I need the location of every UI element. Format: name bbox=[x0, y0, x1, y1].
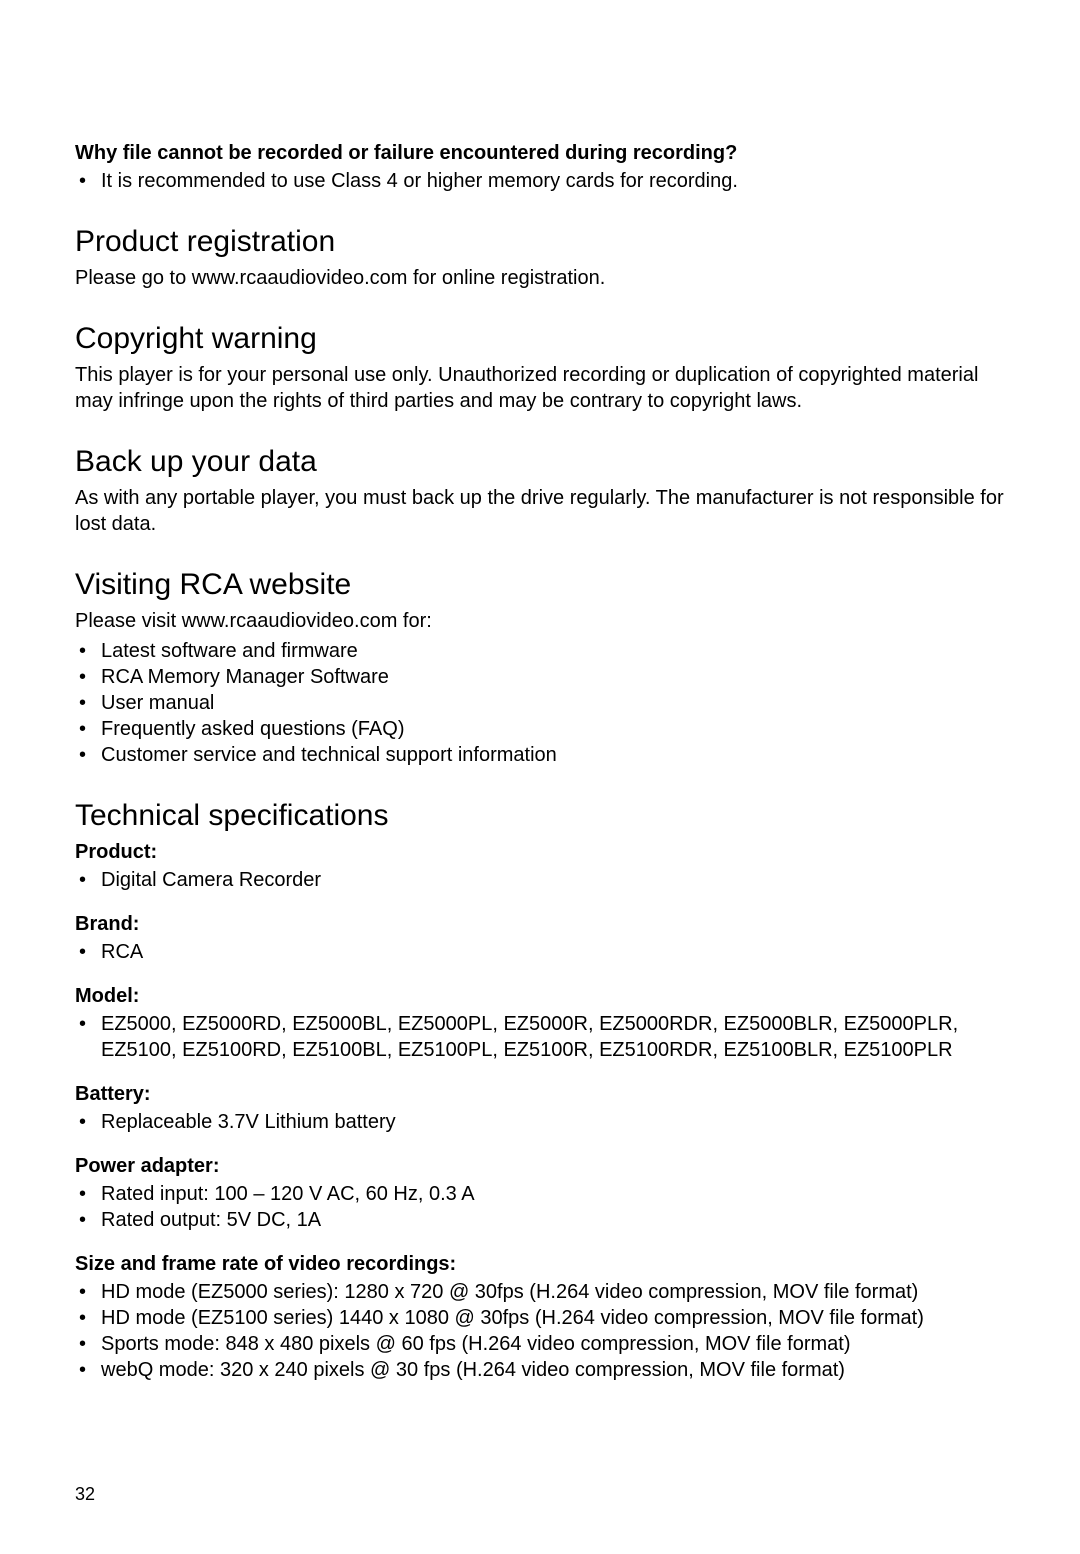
heading-visiting-rca-website: Visiting RCA website bbox=[75, 565, 1005, 604]
list-item: Digital Camera Recorder bbox=[75, 867, 1005, 893]
document-page: Why file cannot be recorded or failure e… bbox=[0, 0, 1080, 1554]
spec-label-product: Product: bbox=[75, 839, 1005, 865]
heading-backup-data: Back up your data bbox=[75, 442, 1005, 481]
list-item: User manual bbox=[75, 690, 1005, 716]
website-intro: Please visit www.rcaaudiovideo.com for: bbox=[75, 608, 1005, 634]
list-item: HD mode (EZ5000 series): 1280 x 720 @ 30… bbox=[75, 1279, 1005, 1305]
spec-list-video-recordings: HD mode (EZ5000 series): 1280 x 720 @ 30… bbox=[75, 1279, 1005, 1383]
copyright-body: This player is for your personal use onl… bbox=[75, 362, 1005, 414]
heading-product-registration: Product registration bbox=[75, 222, 1005, 261]
page-number: 32 bbox=[75, 1483, 95, 1506]
list-item: HD mode (EZ5100 series) 1440 x 1080 @ 30… bbox=[75, 1305, 1005, 1331]
faq-question: Why file cannot be recorded or failure e… bbox=[75, 140, 1005, 166]
heading-copyright-warning: Copyright warning bbox=[75, 319, 1005, 358]
registration-body: Please go to www.rcaaudiovideo.com for o… bbox=[75, 265, 1005, 291]
website-list: Latest software and firmware RCA Memory … bbox=[75, 638, 1005, 768]
list-item: Rated output: 5V DC, 1A bbox=[75, 1207, 1005, 1233]
list-item: Sports mode: 848 x 480 pixels @ 60 fps (… bbox=[75, 1331, 1005, 1357]
spec-list-product: Digital Camera Recorder bbox=[75, 867, 1005, 893]
list-item: Frequently asked questions (FAQ) bbox=[75, 716, 1005, 742]
list-item: Customer service and technical support i… bbox=[75, 742, 1005, 768]
list-item: Replaceable 3.7V Lithium battery bbox=[75, 1109, 1005, 1135]
spec-label-power-adapter: Power adapter: bbox=[75, 1153, 1005, 1179]
spec-list-power-adapter: Rated input: 100 – 120 V AC, 60 Hz, 0.3 … bbox=[75, 1181, 1005, 1233]
spec-list-battery: Replaceable 3.7V Lithium battery bbox=[75, 1109, 1005, 1135]
list-item: RCA Memory Manager Software bbox=[75, 664, 1005, 690]
list-item: It is recommended to use Class 4 or high… bbox=[75, 168, 1005, 194]
backup-body: As with any portable player, you must ba… bbox=[75, 485, 1005, 537]
spec-label-model: Model: bbox=[75, 983, 1005, 1009]
list-item: RCA bbox=[75, 939, 1005, 965]
faq-answer-list: It is recommended to use Class 4 or high… bbox=[75, 168, 1005, 194]
list-item: webQ mode: 320 x 240 pixels @ 30 fps (H.… bbox=[75, 1357, 1005, 1383]
spec-label-video-recordings: Size and frame rate of video recordings: bbox=[75, 1251, 1005, 1277]
spec-label-battery: Battery: bbox=[75, 1081, 1005, 1107]
list-item: Latest software and firmware bbox=[75, 638, 1005, 664]
spec-list-brand: RCA bbox=[75, 939, 1005, 965]
list-item: EZ5000, EZ5000RD, EZ5000BL, EZ5000PL, EZ… bbox=[75, 1011, 1005, 1063]
spec-list-model: EZ5000, EZ5000RD, EZ5000BL, EZ5000PL, EZ… bbox=[75, 1011, 1005, 1063]
heading-technical-specifications: Technical specifications bbox=[75, 796, 1005, 835]
spec-label-brand: Brand: bbox=[75, 911, 1005, 937]
list-item: Rated input: 100 – 120 V AC, 60 Hz, 0.3 … bbox=[75, 1181, 1005, 1207]
